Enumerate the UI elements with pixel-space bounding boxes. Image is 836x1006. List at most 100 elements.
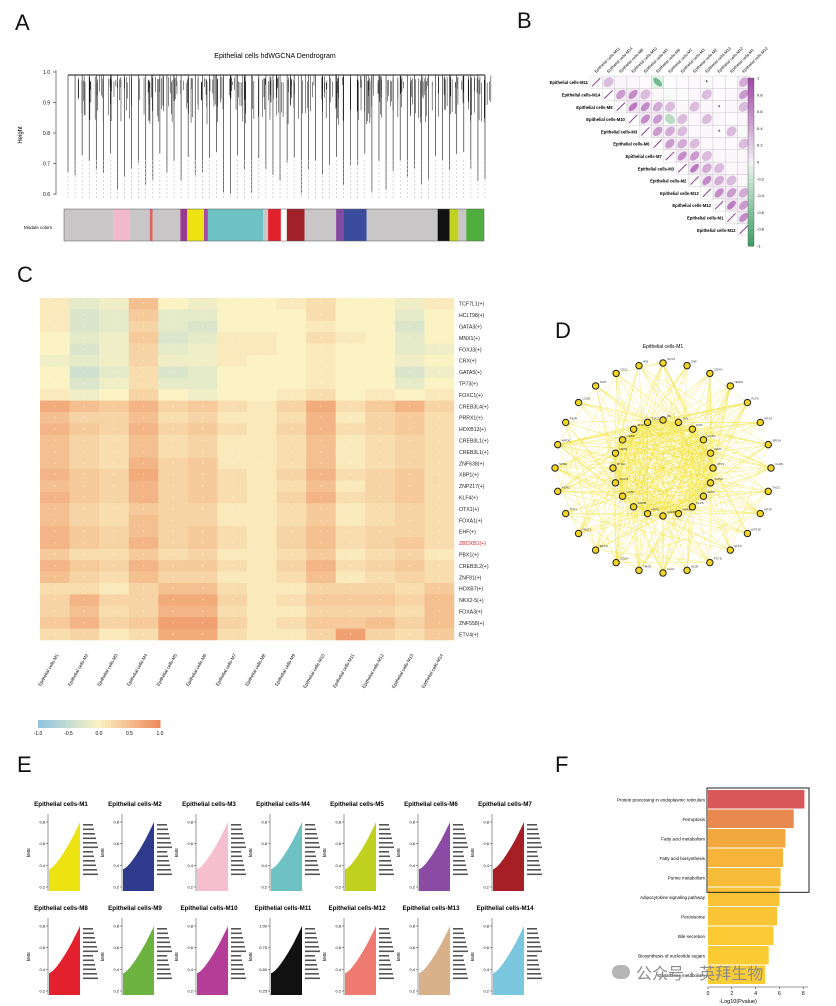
enrichment-bar — [708, 887, 780, 906]
enrichment-bar — [708, 829, 786, 848]
correlation-row-label: Epithelial cells-M3 — [601, 129, 638, 134]
heatmap-cell — [69, 560, 100, 572]
network-edge — [678, 444, 769, 514]
heatmap-cell-mark: * — [232, 371, 234, 375]
kme-gene-label — [305, 932, 316, 935]
kme-gene-label — [157, 932, 168, 935]
kme-gene-label — [453, 842, 467, 844]
enrichment-xtick-label: 4 — [754, 991, 757, 997]
heatmap-cell-mark: * — [202, 610, 204, 614]
heatmap-legend-swatch — [38, 720, 42, 728]
kme-area — [345, 822, 376, 891]
heatmap-cell — [365, 469, 396, 481]
heatmap-cell — [158, 560, 189, 572]
heatmap-cell — [40, 583, 70, 595]
heatmap-cell-mark: * — [291, 564, 293, 568]
kme-gene-label — [157, 846, 172, 849]
heatmap-cell-mark: * — [172, 530, 174, 534]
correlation-legend-swatch — [748, 225, 754, 230]
heatmap-cell-mark: * — [113, 302, 115, 306]
heatmap-cell-mark: * — [409, 553, 411, 557]
heatmap-cell-mark: * — [439, 507, 441, 511]
heatmap-cell-mark: * — [54, 485, 56, 489]
kme-ylabel: kME — [470, 952, 475, 961]
heatmap-cell-mark: * — [172, 610, 174, 614]
heatmap-cell-mark: * — [291, 599, 293, 603]
heatmap-gene-label: CREB3L2(+) — [459, 564, 489, 570]
heatmap-gene-label: CREB3L4(+) — [459, 404, 489, 410]
heatmap-cell-mark: * — [320, 553, 322, 557]
enrichment-bar-label: Adipocytokine signaling pathway — [640, 895, 706, 900]
heatmap-cell-mark: * — [232, 576, 234, 580]
network-node-label: NR4A — [682, 508, 690, 512]
module-color-block — [64, 209, 114, 241]
heatmap-cell-mark: * — [320, 633, 322, 637]
kme-ytick-label: 0.4 — [483, 863, 489, 868]
panel-label-c: C — [17, 262, 33, 287]
heatmap-cell — [365, 320, 396, 333]
network-node-label: KRT18 — [751, 527, 761, 531]
heatmap-cell-mark: * — [202, 439, 204, 443]
heatmap-cell-mark: * — [84, 530, 86, 534]
enrichment-bar-label: Purine metabolism — [668, 875, 706, 880]
heatmap-cell — [99, 503, 130, 515]
heatmap-cell — [306, 389, 337, 401]
network-edge — [633, 429, 648, 514]
network-edge — [622, 496, 679, 514]
network-edge — [578, 365, 640, 534]
network-node-label: ID1 — [667, 414, 672, 418]
kme-ytick-label: 0.4 — [409, 967, 415, 972]
network-node-label: LGAL — [667, 567, 675, 571]
heatmap-cell — [365, 571, 396, 584]
kme-gene-label — [305, 864, 318, 867]
network-edge — [662, 513, 679, 574]
network-edge — [557, 439, 623, 492]
heatmap-cell — [276, 309, 307, 322]
network-node-label: EPCA — [600, 544, 608, 548]
heatmap-cell-mark: * — [409, 348, 411, 352]
heatmap-cell-mark: * — [84, 439, 86, 443]
heatmap-cell — [99, 412, 130, 424]
heatmap-cell — [40, 491, 70, 504]
correlation-legend-tick: -0.2 — [757, 176, 765, 181]
heatmap-cell — [424, 343, 455, 356]
heatmap-cell-mark: * — [202, 428, 204, 432]
heatmap-cell-mark: * — [261, 371, 263, 375]
heatmap-legend-swatch — [80, 720, 85, 728]
module-color-block — [449, 209, 459, 241]
network-edge — [686, 429, 693, 571]
network-edge — [662, 515, 710, 563]
heatmap-cell-mark: * — [84, 450, 86, 454]
heatmap-cell — [335, 469, 366, 481]
network-edge — [615, 365, 688, 483]
heatmap-cell — [276, 400, 307, 413]
correlation-row-label: Epithelial cells-M6 — [613, 142, 650, 147]
heatmap-cell — [187, 434, 218, 447]
watermark-text: 公众号 · 英拜生物 — [636, 964, 764, 983]
kme-gene-label — [379, 846, 394, 849]
heatmap-cell-mark: * — [232, 393, 234, 397]
heatmap-cell-mark: * — [143, 507, 145, 511]
kme-gene-label — [157, 837, 170, 840]
correlation-legend-swatch — [748, 86, 754, 92]
kme-gene-label — [379, 864, 392, 867]
heatmap-cell-mark: * — [143, 576, 145, 580]
heatmap-cell — [306, 355, 337, 367]
heatmap-cell-mark: * — [409, 530, 411, 534]
heatmap-cell — [276, 332, 307, 344]
kme-ytick-label: 0.75 — [259, 945, 268, 950]
heatmap-cell-mark: * — [143, 314, 145, 318]
heatmap-cell — [187, 537, 218, 550]
heatmap-cell — [187, 343, 218, 356]
heatmap-cell-mark: * — [350, 359, 352, 363]
kme-gene-label — [453, 937, 465, 939]
enrichment-bar-label: Bile secretion — [678, 934, 706, 939]
heatmap-gene-label: ZBOXB1(+) — [459, 541, 486, 547]
heatmap-cell — [128, 583, 159, 595]
heatmap-cell — [40, 446, 70, 458]
network-edge — [565, 422, 648, 514]
network-edge — [615, 452, 714, 469]
heatmap-cell — [69, 628, 100, 641]
